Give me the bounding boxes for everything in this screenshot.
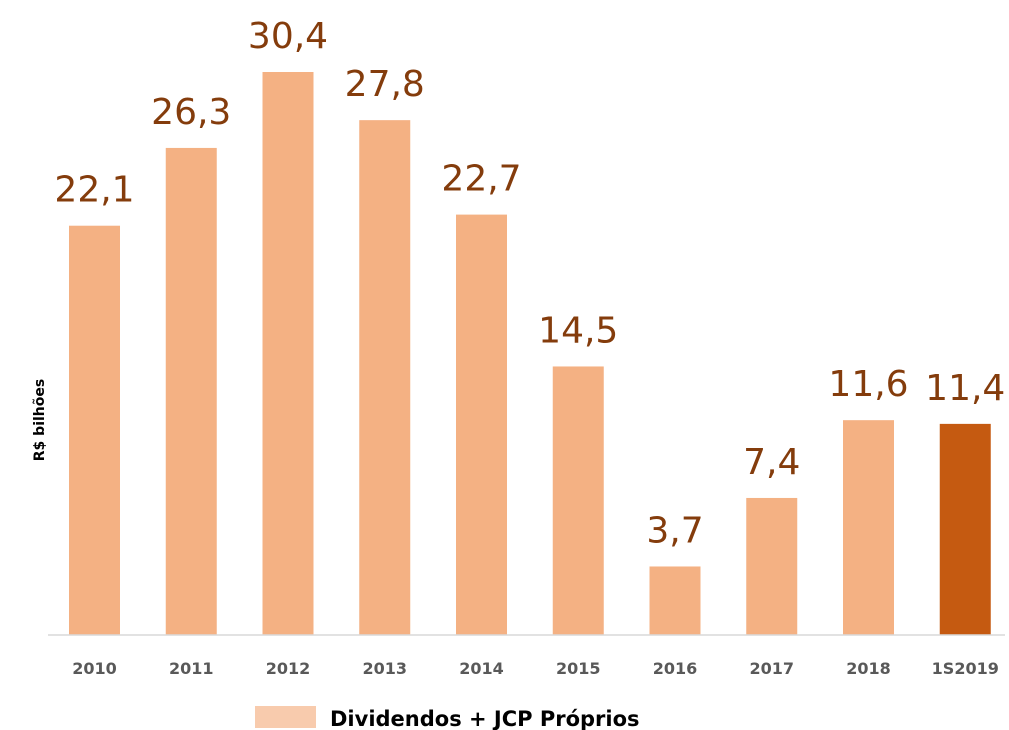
x-tick-label-2010: 2010 [72, 659, 117, 678]
value-label-2013: 27,8 [345, 64, 425, 105]
x-tick-label-2017: 2017 [749, 659, 794, 678]
value-label-2011: 26,3 [151, 92, 231, 133]
bar-2017 [746, 497, 798, 635]
value-label-2018: 11,6 [828, 364, 908, 405]
bar-2011 [165, 147, 217, 636]
value-label-2017: 7,4 [743, 442, 800, 483]
bar-2012 [262, 72, 314, 635]
bar-2010 [69, 225, 120, 636]
x-tick-label-2011: 2011 [169, 659, 214, 678]
bar-1S2019 [939, 423, 991, 635]
legend-swatch [255, 706, 316, 728]
legend: Dividendos + JCP Próprios [255, 706, 640, 730]
x-tick-label-2014: 2014 [459, 659, 504, 678]
legend-label: Dividendos + JCP Próprios [330, 707, 640, 730]
bar-2014 [456, 214, 507, 635]
y-axis-label: R$ bilhões [32, 379, 48, 461]
value-label-2014: 22,7 [441, 159, 521, 200]
x-tick-label-1S2019: 1S2019 [932, 659, 999, 678]
x-tick-label-2016: 2016 [653, 659, 698, 678]
x-tick-labels-group: 2010 2011 2012 2013 2014 2015 2016 2017 2018 1S20… [72, 659, 999, 678]
value-labels-group: 22,1 26,3 30,4 27,8 22,7 14,5 3,7 7,4 11,6 11,4 [54, 16, 1005, 551]
x-tick-label-2015: 2015 [556, 659, 601, 678]
value-label-2016: 3,7 [646, 510, 703, 551]
value-label-2010: 22,1 [54, 170, 134, 211]
x-tick-label-2012: 2012 [266, 659, 311, 678]
bar-2015 [552, 366, 604, 635]
x-tick-label-2018: 2018 [846, 659, 891, 678]
value-label-1S2019: 11,4 [925, 368, 1005, 409]
value-label-2015: 14,5 [538, 310, 618, 351]
bar-2016 [649, 566, 701, 635]
bar-2013 [359, 120, 411, 636]
bar-2018 [843, 420, 894, 635]
value-label-2012: 30,4 [248, 16, 328, 57]
x-tick-label-2013: 2013 [362, 659, 407, 678]
bars-group [69, 72, 991, 636]
